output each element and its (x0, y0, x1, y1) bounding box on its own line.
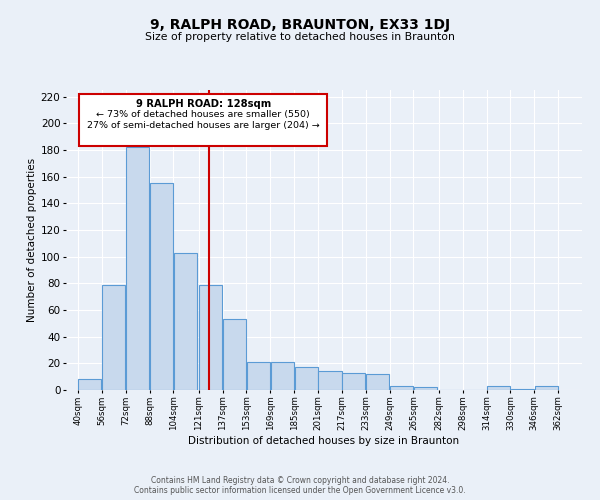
Bar (150, 184, 173, 390)
Bar (511, 388, 534, 390)
Text: 27% of semi-detached houses are larger (204) →: 27% of semi-detached houses are larger (… (87, 120, 320, 130)
Bar (199, 284, 222, 390)
Bar (102, 284, 125, 390)
Text: 9 RALPH ROAD: 128sqm: 9 RALPH ROAD: 128sqm (136, 100, 271, 110)
Text: Contains public sector information licensed under the Open Government Licence v3: Contains public sector information licen… (134, 486, 466, 495)
Bar (414, 388, 437, 390)
Text: Size of property relative to detached houses in Braunton: Size of property relative to detached ho… (145, 32, 455, 42)
Bar (174, 252, 197, 390)
Bar (271, 362, 294, 390)
Bar (295, 368, 317, 390)
Bar (247, 362, 270, 390)
Text: ← 73% of detached houses are smaller (550): ← 73% of detached houses are smaller (55… (97, 110, 310, 119)
Bar (126, 148, 149, 390)
Bar (79, 380, 101, 390)
X-axis label: Distribution of detached houses by size in Braunton: Distribution of detached houses by size … (188, 436, 460, 446)
Bar (319, 372, 341, 390)
FancyBboxPatch shape (79, 94, 327, 146)
Text: 9, RALPH ROAD, BRAUNTON, EX33 1DJ: 9, RALPH ROAD, BRAUNTON, EX33 1DJ (150, 18, 450, 32)
Bar (366, 374, 389, 390)
Bar (342, 372, 365, 390)
Y-axis label: Number of detached properties: Number of detached properties (26, 158, 37, 322)
Bar (223, 320, 246, 390)
Text: Contains HM Land Registry data © Crown copyright and database right 2024.: Contains HM Land Registry data © Crown c… (151, 476, 449, 485)
Bar (535, 386, 558, 390)
Bar (487, 386, 510, 390)
Bar (390, 386, 413, 390)
